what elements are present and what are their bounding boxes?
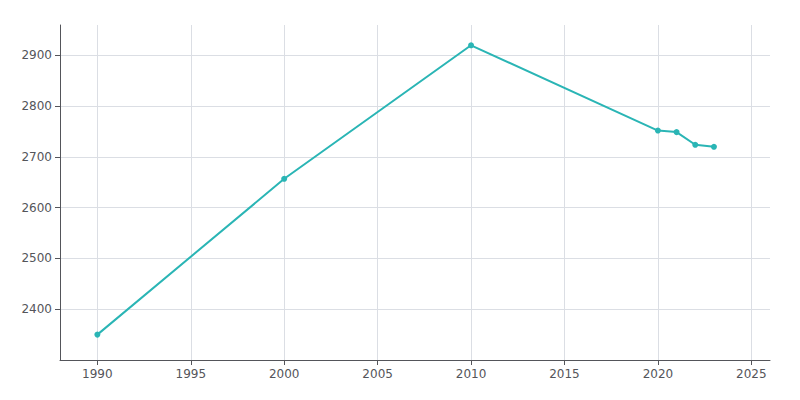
svg-text:2015: 2015	[549, 367, 580, 381]
svg-text:1995: 1995	[176, 367, 207, 381]
svg-text:2010: 2010	[456, 367, 487, 381]
svg-text:2600: 2600	[21, 201, 52, 215]
svg-text:2500: 2500	[21, 251, 52, 265]
svg-text:2020: 2020	[643, 367, 674, 381]
svg-text:2400: 2400	[21, 302, 52, 316]
svg-text:1990: 1990	[82, 367, 113, 381]
svg-text:2800: 2800	[21, 99, 52, 113]
svg-text:2025: 2025	[736, 367, 767, 381]
svg-text:2005: 2005	[362, 367, 393, 381]
svg-text:2000: 2000	[269, 367, 300, 381]
svg-text:2700: 2700	[21, 150, 52, 164]
svg-text:2900: 2900	[21, 48, 52, 62]
